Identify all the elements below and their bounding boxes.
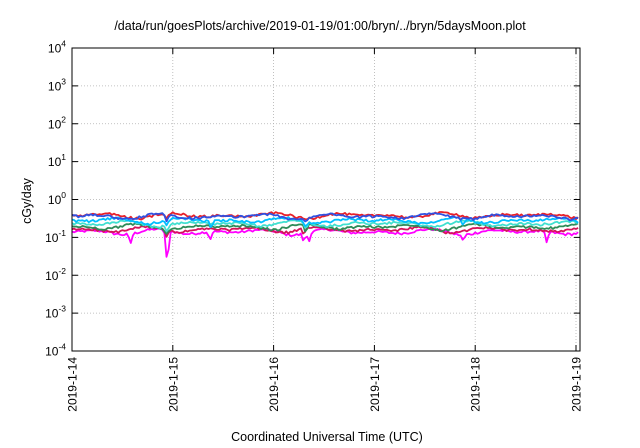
chart-title: /data/run/goesPlots/archive/2019-01-19/0… <box>114 19 526 33</box>
y-tick-label: 102 <box>48 114 66 131</box>
y-axis-label: cGy/day <box>20 177 34 224</box>
x-tick-label: 2019-1-19 <box>570 357 584 412</box>
y-tick-label: 10-4 <box>45 342 66 359</box>
y-tick-label: 10-3 <box>45 304 66 321</box>
x-axis-label: Coordinated Universal Time (UTC) <box>231 430 423 444</box>
y-tick-label: 100 <box>48 190 66 207</box>
series-layer <box>71 211 579 258</box>
series-line-0 <box>71 227 579 258</box>
x-tick-label: 2019-1-17 <box>368 357 382 412</box>
y-tick-label: 101 <box>48 152 66 169</box>
series-line-4 <box>71 216 579 229</box>
x-tick-label: 2019-1-16 <box>267 357 281 412</box>
series-line-3 <box>71 219 579 233</box>
x-tick-label: 2019-1-14 <box>66 357 80 412</box>
plot-frame <box>71 47 581 352</box>
y-tick-label: 10-1 <box>45 228 66 245</box>
series-line-6 <box>71 212 579 223</box>
x-tick-label: 2019-1-15 <box>166 357 180 412</box>
x-tick-label: 2019-1-18 <box>469 357 483 412</box>
y-tick-label: 103 <box>48 76 66 93</box>
ticks: 10-4 10-3 10-2 10-1 100 101 102 103 104 2019-1-14… <box>45 39 583 412</box>
y-tick-label: 10-2 <box>45 266 66 283</box>
grid-lines <box>72 48 580 351</box>
y-tick-label: 104 <box>48 39 66 56</box>
